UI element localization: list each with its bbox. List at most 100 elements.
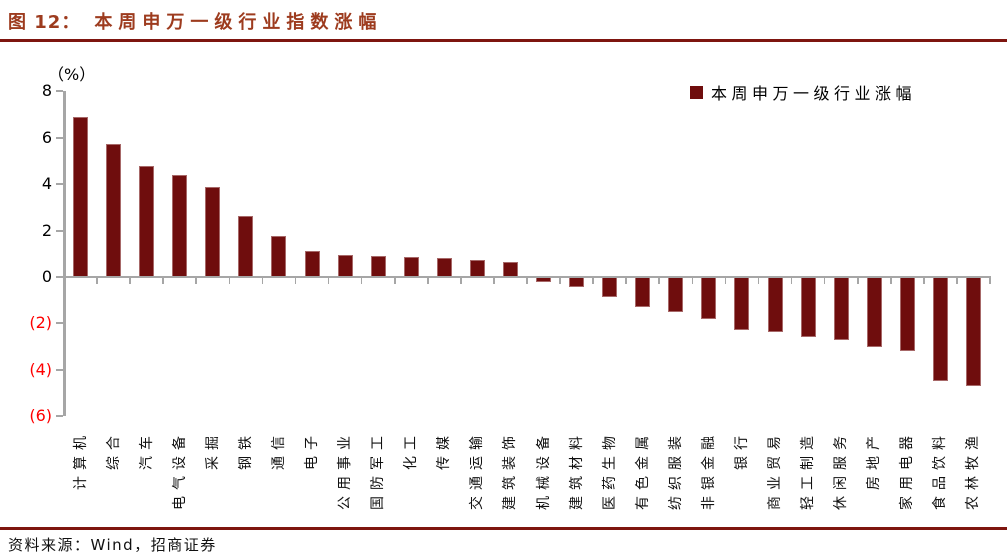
x-tick-label: 农林牧渔 (965, 430, 982, 510)
x-tick-label: 机械设备 (535, 430, 552, 510)
x-axis-tick (393, 278, 396, 285)
y-tick-label: (4) (29, 359, 52, 379)
x-tick-label: 休闲服务 (833, 430, 850, 510)
bar (337, 254, 353, 277)
x-axis-tick (790, 278, 793, 285)
y-axis-tick (56, 276, 63, 278)
bar (436, 258, 452, 277)
bar (734, 277, 750, 331)
x-axis-tick (162, 278, 164, 285)
y-axis-tick (56, 136, 63, 139)
x-tick-label: 商业贸易 (767, 430, 784, 510)
x-tick-label: 电气设备 (171, 430, 188, 510)
x-tick-label: 电子 (304, 430, 321, 470)
bar (965, 277, 981, 387)
x-axis-tick (63, 278, 65, 285)
bar (833, 277, 849, 340)
bar (106, 143, 122, 277)
bar (370, 256, 386, 277)
bar (668, 277, 684, 312)
y-axis-tick (56, 183, 63, 186)
x-tick-label: 国防军工 (370, 430, 387, 510)
x-axis-line (63, 275, 991, 279)
x-tick-label: 医药生物 (601, 430, 618, 510)
x-axis-tick (228, 278, 231, 285)
y-axis-tick (56, 415, 63, 418)
y-axis-tick (56, 368, 63, 371)
bar (73, 116, 89, 277)
x-tick-label: 轻工制造 (800, 430, 817, 510)
bar (866, 277, 882, 347)
y-tick-label: (6) (29, 406, 52, 426)
x-axis-tick (327, 278, 330, 285)
x-axis-tick (989, 278, 991, 285)
bar (469, 259, 485, 277)
x-tick-label: 纺织服装 (667, 430, 684, 510)
x-axis-tick (625, 278, 627, 285)
bar (635, 277, 651, 308)
y-tick-label: 2 (41, 220, 52, 240)
x-tick-label: 综合 (105, 430, 122, 470)
x-axis-tick (426, 278, 429, 285)
y-tick-label: (2) (29, 313, 52, 333)
bar (701, 277, 717, 319)
y-tick-label: 0 (41, 267, 52, 286)
x-tick-label: 交通运输 (469, 430, 486, 510)
x-tick-label: 汽车 (138, 430, 155, 470)
bar (139, 165, 155, 277)
x-tick-label: 有色金属 (634, 430, 651, 510)
bar (932, 277, 948, 382)
x-axis-tick (96, 278, 98, 285)
y-axis-tick (56, 322, 63, 325)
x-axis-tick (889, 278, 892, 285)
x-tick-label: 非银金融 (700, 430, 717, 510)
bar (238, 215, 254, 277)
x-tick-label: 通信 (270, 430, 287, 470)
y-axis-line (63, 91, 66, 417)
x-axis-tick (724, 278, 727, 285)
x-axis-tick (923, 278, 925, 285)
x-tick-label: 计算机 (72, 430, 89, 490)
x-axis-tick (691, 278, 694, 285)
y-axis-tick (56, 90, 63, 93)
x-tick-label: 采掘 (204, 430, 221, 470)
bar (569, 277, 585, 288)
bar (602, 277, 618, 297)
x-axis-tick (956, 278, 958, 285)
footer-divider (0, 527, 1007, 530)
y-axis-unit-label: （%） (48, 65, 96, 84)
x-tick-label: 房地产 (866, 430, 883, 490)
x-axis-tick (460, 278, 462, 285)
x-tick-label: 传媒 (436, 430, 453, 470)
source-note: 资料来源：Wind，招商证券 (8, 536, 217, 554)
title-divider (0, 39, 1007, 42)
y-tick-label: 6 (41, 127, 52, 147)
bar (767, 277, 783, 332)
x-tick-label: 公用事业 (337, 430, 354, 510)
x-axis-tick (757, 278, 760, 285)
x-axis-tick (261, 278, 264, 285)
x-axis-tick (592, 278, 594, 285)
x-axis-tick (856, 278, 859, 285)
x-axis-tick (658, 278, 661, 285)
x-axis-tick (493, 278, 495, 285)
x-axis-tick (526, 278, 528, 285)
y-axis-tick (56, 229, 63, 232)
bar (304, 251, 320, 277)
legend-label: 本周申万一级行业涨幅 (711, 84, 917, 103)
bar (205, 186, 221, 277)
x-tick-label: 银行 (733, 430, 750, 470)
bar (403, 257, 419, 277)
x-tick-label: 建筑装饰 (502, 430, 519, 510)
x-axis-labels: 计算机 综合 汽车 电气设备 采掘 钢铁 通信 电子 公用事业 国防军工 化工 传媒 交通运输 建筑装饰机… (64, 430, 990, 535)
bar (800, 277, 816, 338)
x-axis-tick (294, 278, 297, 285)
figure-title-text: 本周申万一级行业指数涨幅 (94, 12, 383, 33)
bar (172, 174, 188, 277)
figure-title: 图 12： 本周申万一级行业指数涨幅 (8, 8, 382, 34)
y-tick-label: 4 (41, 174, 52, 194)
x-tick-label: 钢铁 (237, 430, 254, 470)
x-axis-tick (195, 278, 198, 285)
